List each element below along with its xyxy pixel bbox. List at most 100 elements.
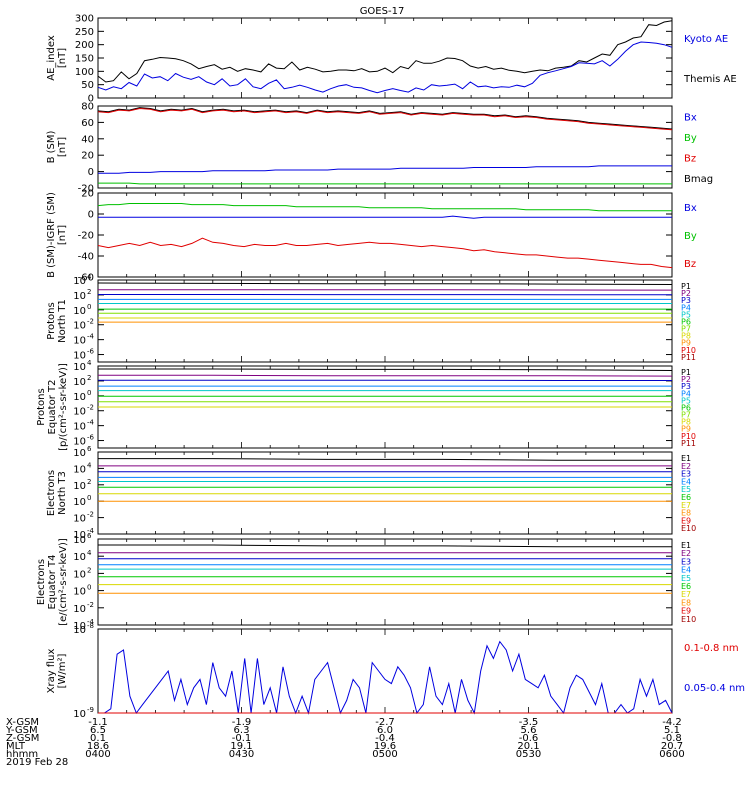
y-axis-label: Electrons — [36, 559, 47, 605]
series-p1 — [98, 368, 673, 371]
y-tick-label: 10 — [73, 276, 86, 287]
channel-label: P9 — [681, 339, 691, 348]
footer-value: 0.1 — [90, 733, 106, 744]
y-tick-label: 10 — [73, 587, 86, 598]
y-tick-label: 10 — [73, 552, 86, 563]
channel-label: E7 — [681, 590, 691, 599]
y-tick-label: 100 — [75, 67, 94, 78]
channel-label: P8 — [681, 332, 691, 341]
y-tick-label: 10 — [73, 625, 86, 636]
footer-value: -1.9 — [232, 717, 252, 728]
y-tick-label: 10 — [73, 569, 86, 580]
footer-value: 5.6 — [521, 725, 537, 736]
y-tick-label: 10 — [73, 621, 86, 632]
channel-label: E3 — [681, 470, 691, 479]
channel-label: E2 — [681, 549, 691, 558]
y-tick-label: 10 — [73, 464, 86, 475]
panel-xray: Xray flux [W/m²]10 -910 -80.1-0.8 nm0.05-0.… — [46, 622, 745, 720]
plot-title: GOES-17 — [360, 6, 405, 17]
channel-label: P8 — [681, 418, 691, 427]
y-axis-label: Equator T4 — [47, 555, 58, 610]
series-by — [97, 203, 672, 212]
y-tick-exponent: 0 — [87, 584, 91, 592]
footer-row-label: MLT — [6, 741, 26, 752]
channel-label: P5 — [681, 310, 691, 319]
legend-label: Bz — [684, 259, 696, 270]
series-e1 — [98, 458, 672, 461]
channel-label: E4 — [681, 477, 691, 486]
y-tick-exponent: 0 — [87, 389, 91, 397]
y-tick-exponent: -9 — [87, 706, 94, 714]
y-tick-label: -20 — [78, 231, 94, 242]
footer-value: -0.6 — [519, 733, 539, 744]
channel-label: E8 — [681, 598, 691, 607]
y-tick-label: 20 — [81, 151, 94, 162]
footer-value: 0500 — [372, 749, 397, 760]
legend-label: Kyoto AE — [684, 34, 728, 45]
panel-frame — [97, 451, 673, 535]
legend-label: Bx — [684, 203, 697, 214]
channel-label: E1 — [681, 541, 691, 550]
footer-row-label: X-GSM — [6, 717, 39, 728]
y-axis-label: [W/m²] — [57, 653, 68, 688]
y-tick-exponent: 2 — [87, 374, 91, 382]
panel-peq: Protons Equator T2 [p/(cm²-s-sr-keV)] 10 -61… — [36, 359, 696, 451]
y-tick-exponent: 0 — [87, 494, 91, 502]
channel-label: P3 — [681, 382, 691, 391]
series-p2 — [98, 374, 673, 377]
channel-label: E5 — [681, 574, 691, 583]
y-axis-label: [nT] — [57, 225, 68, 245]
channel-label: E5 — [681, 485, 691, 494]
panel-frame — [97, 538, 673, 626]
channel-label: P6 — [681, 403, 691, 412]
panel-bigrf: B (SM)-IGRF (SM) [nT] -60 -40 -20 0 20 Bx By Bz — [46, 189, 697, 284]
y-tick-exponent: -2 — [87, 601, 94, 609]
series-bz — [97, 107, 673, 131]
y-tick-label: 0 — [88, 167, 94, 178]
channel-label: P1 — [681, 282, 691, 291]
footer-value: -4.2 — [662, 717, 682, 728]
y-tick-label: 10 — [73, 604, 86, 615]
y-tick-label: 200 — [75, 40, 94, 51]
y-tick-exponent: 4 — [87, 273, 92, 281]
y-tick-exponent: -6 — [87, 348, 95, 356]
y-tick-label: 80 — [81, 102, 94, 113]
y-axis-label: [nT] — [57, 48, 68, 68]
y-tick-label: 10 — [73, 497, 86, 508]
y-tick-label: 10 — [73, 336, 86, 347]
y-tick-label: 10 — [73, 407, 86, 418]
footer-value: 0600 — [659, 749, 684, 760]
series-bmag — [97, 107, 673, 130]
series-themis-ae — [97, 20, 673, 83]
panel-frame — [97, 628, 673, 714]
legend-label: Bz — [684, 153, 696, 164]
y-axis-label: Xray flux — [46, 649, 57, 694]
y-tick-label: -60 — [78, 273, 94, 284]
legend-label: Themis AE — [683, 74, 737, 85]
channel-label: P3 — [681, 296, 691, 305]
y-tick-label: 250 — [75, 27, 94, 38]
y-tick-label: 10 — [73, 709, 86, 720]
y-tick-exponent: 4 — [87, 359, 92, 367]
y-axis-label: North T3 — [57, 471, 68, 515]
channel-label: P9 — [681, 425, 691, 434]
series-bx — [98, 215, 672, 219]
y-tick-exponent: -2 — [87, 318, 94, 326]
footer-value: 5.1 — [664, 725, 680, 736]
footer-value: 0530 — [516, 749, 541, 760]
legend-label: Bmag — [684, 174, 713, 185]
channel-label: P1 — [681, 368, 691, 377]
series-0-05-0-4-nm — [98, 640, 673, 715]
channel-label: P5 — [681, 396, 691, 405]
footer-value: -0.1 — [232, 733, 252, 744]
y-tick-exponent: 2 — [87, 288, 91, 296]
channel-label: E10 — [681, 524, 696, 533]
y-tick-exponent: -4 — [87, 527, 95, 535]
y-tick-label: -40 — [78, 252, 94, 263]
y-axis-label: Electrons — [46, 470, 57, 516]
channel-label: P7 — [681, 411, 691, 420]
y-tick-label: 10 — [73, 321, 86, 332]
y-tick-exponent: 0 — [87, 303, 91, 311]
